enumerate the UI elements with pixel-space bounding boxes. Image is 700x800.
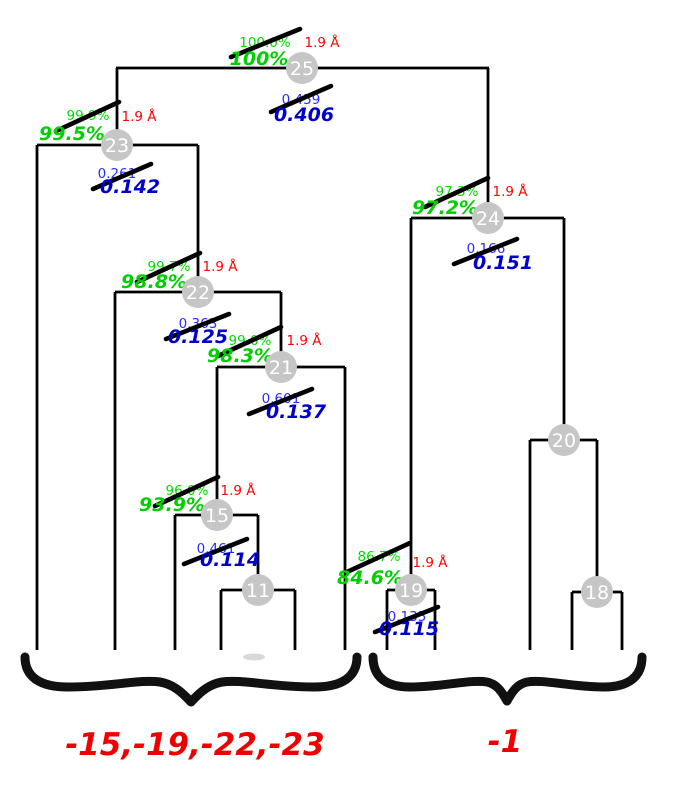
- tree-node-24: 24: [472, 202, 504, 234]
- tree-node-18: 18: [581, 576, 613, 608]
- tree-node-22: 22: [182, 276, 214, 308]
- tree-node-11: 11: [242, 574, 274, 606]
- node-circle: [101, 129, 133, 161]
- node-circle: [472, 202, 504, 234]
- value-label: 0.406: [274, 104, 334, 126]
- tree-node-25: 25: [286, 52, 318, 84]
- value-label: 0.125: [168, 326, 228, 348]
- strikethrough-line: [246, 386, 315, 417]
- value-label: 0.142: [100, 176, 160, 198]
- distance-label: 1.9 Å: [413, 554, 449, 571]
- support-label: 93.9%: [139, 494, 205, 516]
- strikethrough-line: [53, 99, 122, 134]
- strikethrough-line: [90, 161, 154, 192]
- value-label: 0.151: [473, 252, 533, 274]
- node-25-labels: 100.0% 100% 1.9 Å 0.459 0.406: [228, 26, 341, 126]
- old-value-label: 0.261: [98, 166, 137, 182]
- node-id: 22: [186, 282, 210, 304]
- node-id: 25: [290, 58, 314, 80]
- strikethrough-line: [152, 474, 221, 509]
- tree-node-15: 15: [201, 499, 233, 531]
- faint-gray-mark: [243, 653, 265, 661]
- right-group-brace: [368, 652, 647, 706]
- strikethrough-line: [451, 236, 520, 267]
- node-22-labels: 99.7% 98.8% 1.9 Å 0.363 0.125: [121, 250, 239, 348]
- distance-label: 1.9 Å: [287, 332, 323, 349]
- strikethrough-line: [422, 175, 491, 210]
- distance-label: 1.9 Å: [221, 482, 257, 499]
- support-label: 98.3%: [207, 345, 273, 367]
- node-23-labels: 99.9% 99.5% 1.9 Å 0.261 0.142: [39, 99, 160, 198]
- strikethrough-line: [268, 83, 334, 115]
- strikethrough-line: [181, 536, 250, 567]
- value-label: 0.137: [266, 401, 327, 423]
- node-circle: [182, 276, 214, 308]
- support-label: 97.2%: [412, 197, 478, 219]
- node-id: 24: [476, 208, 500, 230]
- node-circle: [286, 52, 318, 84]
- node-id: 11: [246, 580, 270, 602]
- left-group-label: -15,-19,-22,-23: [65, 727, 324, 763]
- distance-label: 1.9 Å: [305, 34, 341, 51]
- node-id: 15: [205, 505, 229, 527]
- strikethrough-line: [344, 540, 413, 575]
- strikethrough-line: [372, 604, 441, 635]
- right-group-label: -1: [488, 724, 522, 760]
- node-circle: [265, 351, 297, 383]
- value-label: 0.115: [379, 618, 439, 640]
- node-id: 18: [585, 582, 609, 604]
- node-15-labels: 96.0% 93.9% 1.9 Å 0.461 0.114: [139, 474, 260, 571]
- strikethrough-line: [163, 311, 232, 342]
- node-circle: [242, 574, 274, 606]
- tree-node-23: 23: [101, 129, 133, 161]
- node-id: 20: [552, 430, 576, 452]
- strikethrough-line: [228, 26, 303, 60]
- tree-node-20: 20: [548, 424, 580, 456]
- node-circle: [548, 424, 580, 456]
- support-label: 99.5%: [39, 123, 105, 145]
- tree-edges: [35, 66, 624, 650]
- tree-node-19: 19: [395, 574, 427, 606]
- node-circle: [395, 574, 427, 606]
- support-label: 98.8%: [121, 271, 187, 293]
- distance-label: 1.9 Å: [203, 258, 239, 275]
- left-group-brace: [20, 652, 362, 707]
- value-label: 0.114: [200, 549, 260, 571]
- support-label: 84.6%: [337, 567, 403, 589]
- support-label: 100%: [230, 48, 289, 70]
- node-circle: [201, 499, 233, 531]
- node-circle: [581, 576, 613, 608]
- node-21-labels: 99.0% 98.3% 1.9 Å 0.601 0.137: [207, 324, 327, 423]
- strikethrough-line: [134, 250, 203, 285]
- distance-label: 1.9 Å: [122, 108, 158, 125]
- distance-label: 1.9 Å: [493, 183, 529, 200]
- node-id: 23: [105, 135, 129, 157]
- node-id: 19: [399, 580, 423, 602]
- node-id: 21: [269, 357, 293, 379]
- strikethrough-line: [215, 324, 284, 359]
- tree-node-21: 21: [265, 351, 297, 383]
- node-19-labels: 86.7% 84.6% 1.9 Å 0.135 0.115: [337, 540, 449, 640]
- node-24-labels: 97.3% 97.2% 1.9 Å 0.166 0.151: [412, 175, 533, 274]
